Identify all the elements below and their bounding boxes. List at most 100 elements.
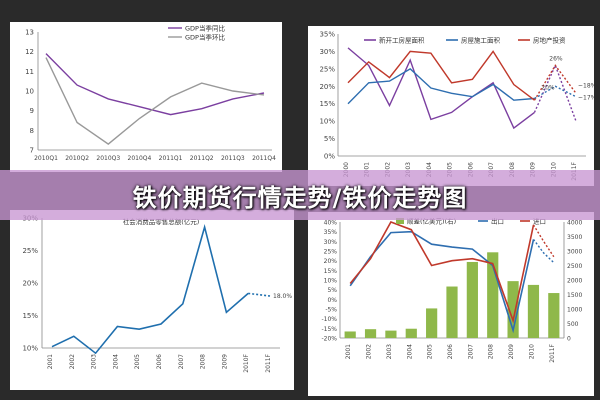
x-tick-label: 2004 <box>112 354 119 369</box>
x-tick-label: 2010Q1 <box>34 155 58 162</box>
x-tick-label: 2010Q2 <box>65 155 89 162</box>
x-tick-label: 2007 <box>178 354 185 369</box>
x-tick-label: 2005 <box>427 344 434 359</box>
annotation-label: 18.0% <box>273 293 292 300</box>
y-tick-label-right: 500 <box>567 321 579 328</box>
series-line <box>349 221 535 324</box>
y-tick-label-left: -10% <box>321 316 337 323</box>
x-tick-label: 2005 <box>134 354 141 369</box>
y-tick-label-right: 0 <box>567 336 571 343</box>
x-tick-label: 2010 <box>528 344 535 359</box>
legend-label: 房地产投资 <box>533 36 566 45</box>
legend-label: GDP当季环比 <box>185 33 225 42</box>
series-line <box>347 50 535 101</box>
series-line <box>347 47 535 130</box>
y-tick-label-right: 1000 <box>567 307 582 314</box>
x-tick-label: 2007 <box>488 162 495 177</box>
y-tick-label-right: 2000 <box>567 278 582 285</box>
y-tick-label: 15% <box>319 100 335 108</box>
x-tick-label: 2001 <box>345 344 352 359</box>
y-tick-label-left: 25% <box>324 249 338 256</box>
title-banner: 铁价期货行情走势/铁价走势图 <box>0 170 600 220</box>
x-tick-label: 2009 <box>221 354 228 369</box>
x-tick-label: 2010 <box>550 162 557 177</box>
annotation-label: ~18% <box>578 82 594 89</box>
y-tick-label: 20% <box>319 83 335 91</box>
trade-chart-panel: -20% -15% -10% -5% 0% 5% 10% 15% 20% 25% 30% 35% 40%… <box>308 212 594 396</box>
x-tick-label: 2002 <box>366 344 373 359</box>
x-tick-label: 2004 <box>406 344 413 359</box>
x-tick-label: 2011Q1 <box>159 155 183 162</box>
chart-title: 社会消费品零售总额(亿元) <box>123 217 200 226</box>
trade-surplus-bar <box>426 308 438 338</box>
series-line <box>347 68 535 105</box>
retail-sales-chart-panel: 10%15%20%25%30%2001200220032004200520062… <box>10 210 294 390</box>
x-tick-label: 2011Q2 <box>190 155 214 162</box>
legend-label: 出口 <box>491 217 504 226</box>
x-tick-label: 2007 <box>467 344 474 359</box>
y-tick-label: 8 <box>30 127 34 135</box>
x-tick-label: 2002 <box>69 354 76 369</box>
y-tick-label-left: -5% <box>325 307 337 314</box>
forecast-line <box>532 238 555 264</box>
x-tick-label: 2011F <box>265 353 272 372</box>
annotation-label: 26% <box>549 55 563 62</box>
trade-surplus-bar <box>446 286 458 338</box>
x-tick-label: 2011Q3 <box>221 155 245 162</box>
y-tick-label: 25% <box>22 247 38 255</box>
x-tick-label: 2011F <box>549 343 556 362</box>
y-tick-label-left: 0% <box>327 297 337 304</box>
trade-surplus-bar <box>527 284 540 338</box>
y-tick-label: 20% <box>22 280 38 288</box>
y-tick-label-right: 3500 <box>567 234 582 241</box>
y-tick-label-right: 2500 <box>567 263 582 270</box>
gdp-growth-chart: 7 8 9 10 11 12 13 2010Q1 2010Q2 2010Q3 2010Q4 2011Q… <box>25 24 276 163</box>
legend-label: 新开工房屋面积 <box>379 36 425 45</box>
x-tick-label: 2004 <box>426 162 433 177</box>
y-tick-label: 10 <box>25 88 34 96</box>
x-tick-label: 2010Q4 <box>128 155 152 162</box>
real-estate-chart-panel: 0% 5% 10% 15% 20% 25% 30% 35% 2000 2001 2002 2003 20… <box>308 26 594 186</box>
y-tick-label: 25% <box>319 65 335 73</box>
annotation-label: 20% <box>541 84 555 91</box>
y-tick-label: 11 <box>25 68 34 76</box>
y-tick-label: 13 <box>25 29 34 37</box>
y-tick-label-left: 35% <box>324 229 338 236</box>
x-tick-label: 2005 <box>447 162 454 177</box>
forecast-line <box>533 63 577 122</box>
y-tick-label-left: -15% <box>321 326 337 333</box>
x-tick-label: 2010Q3 <box>96 155 120 162</box>
series-line <box>45 53 265 116</box>
x-tick-label: 2003 <box>386 344 393 359</box>
y-tick-label-left: 30% <box>324 239 338 246</box>
y-tick-label: 30% <box>319 48 335 56</box>
real-estate-growth-chart: 0% 5% 10% 15% 20% 25% 30% 35% 2000 2001 2002 2003 20… <box>319 31 594 181</box>
y-tick-label-left: 5% <box>327 287 337 294</box>
y-tick-label-left: 10% <box>324 278 338 285</box>
y-tick-label-left: -20% <box>321 336 337 343</box>
x-tick-label: 2008 <box>488 344 495 359</box>
x-tick-label: 2003 <box>91 354 98 369</box>
series-line <box>51 224 249 355</box>
x-tick-label: 2008 <box>509 162 516 177</box>
annotation-label: ~17% <box>578 95 594 102</box>
x-tick-label: 2006 <box>447 344 454 359</box>
legend-swatch <box>396 218 404 224</box>
trade-surplus-bar <box>405 328 417 338</box>
trade-surplus-bar <box>487 252 499 338</box>
trade-surplus-bar <box>385 330 397 338</box>
x-tick-label: 2011Q4 <box>252 155 276 162</box>
trade-surplus-bar <box>507 281 519 338</box>
legend-label: 房屋施工面积 <box>461 36 501 45</box>
y-tick-label: 10% <box>22 345 38 353</box>
legend-label: GDP当季同比 <box>185 24 225 33</box>
x-tick-label: 2001 <box>364 162 371 177</box>
x-tick-label: 2001 <box>47 354 54 369</box>
y-tick-label: 7 <box>30 147 34 155</box>
y-tick-label-left: 20% <box>324 258 338 265</box>
y-tick-label: 9 <box>30 107 34 115</box>
legend-label: 进口 <box>533 218 546 226</box>
trade-surplus-bar <box>344 331 356 338</box>
x-tick-label: 2000 <box>343 162 350 177</box>
y-tick-label-right: 3000 <box>567 249 582 256</box>
